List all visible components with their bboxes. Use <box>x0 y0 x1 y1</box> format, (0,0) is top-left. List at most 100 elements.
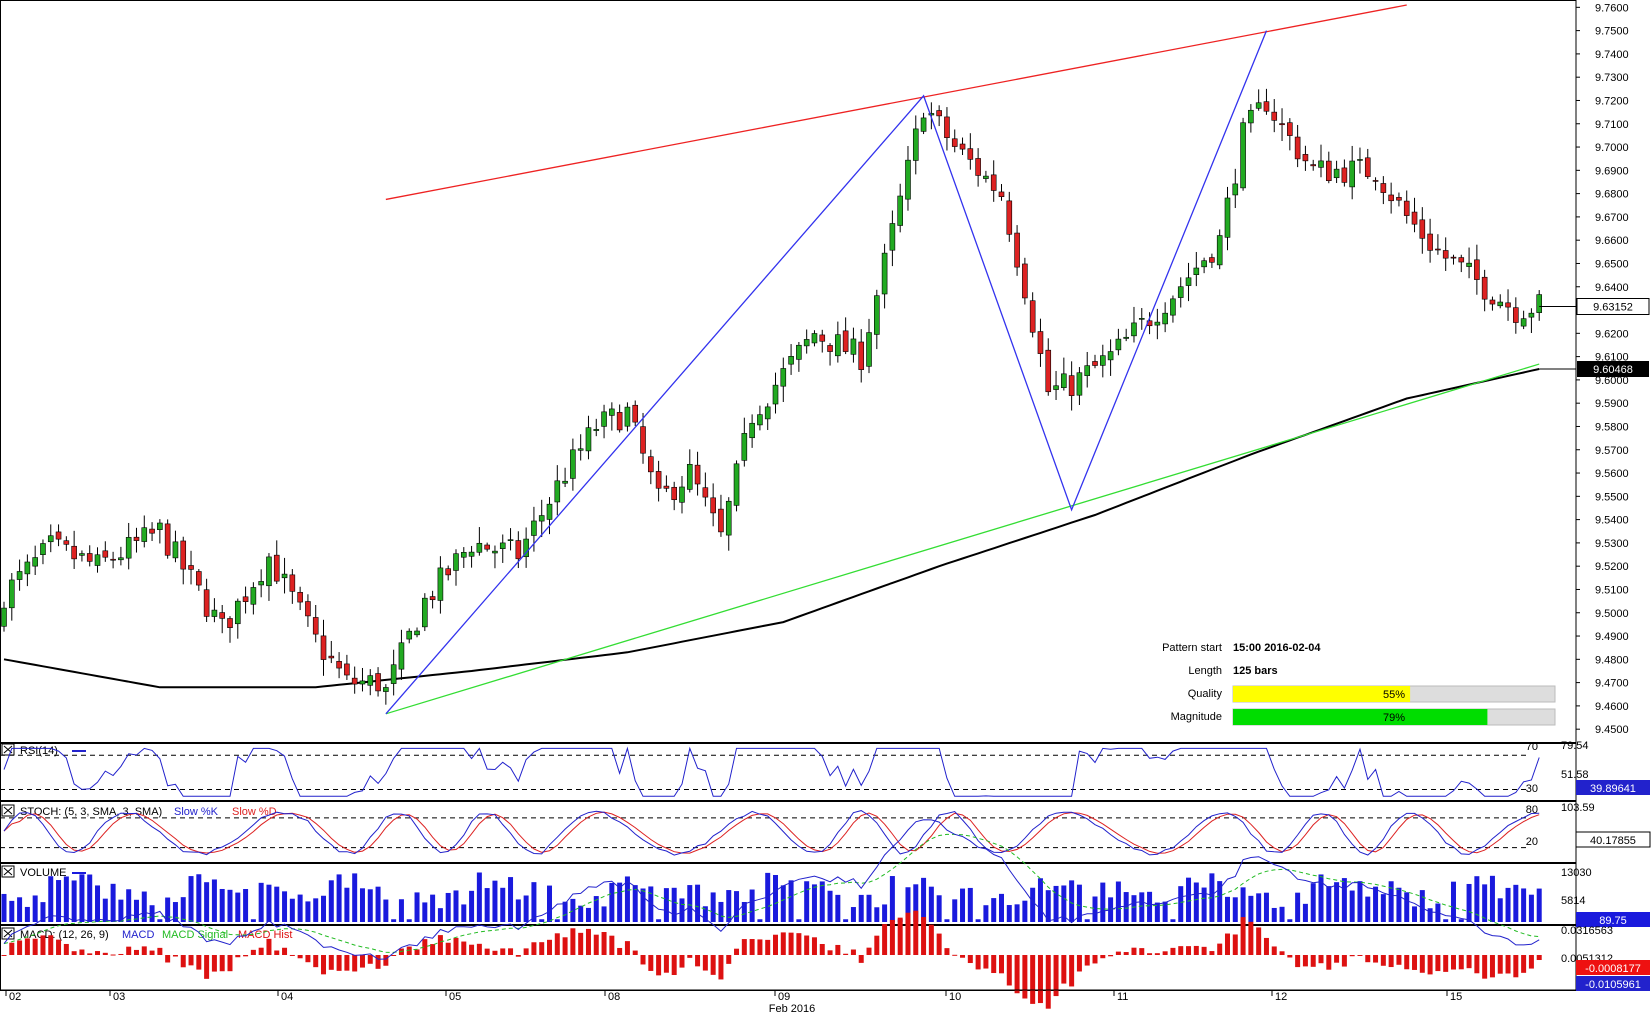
volume-bar <box>126 889 132 922</box>
candle-body <box>819 334 826 342</box>
time-tick-label-0: 02 <box>9 991 21 1003</box>
candle-body <box>577 448 584 451</box>
volume-bar <box>1232 897 1238 922</box>
candle-body <box>499 542 506 549</box>
price-tick-label-24: 9.5200 <box>1595 561 1629 573</box>
volume-bar <box>56 880 62 922</box>
volume-bar <box>671 887 677 922</box>
macd-hist-bar <box>1427 955 1433 975</box>
volume-bar <box>515 899 521 922</box>
candle-body <box>1536 294 1543 313</box>
volume-bar <box>1178 886 1184 922</box>
macd-hist-bar <box>453 937 459 955</box>
macd-hist-bar <box>149 950 155 955</box>
volume-bar <box>188 876 194 922</box>
macd-hist-bar <box>1240 917 1246 955</box>
macd-hist-bar <box>991 955 997 974</box>
volume-bar <box>508 877 514 922</box>
volume-bar <box>102 898 108 922</box>
macd-hist-bar <box>352 955 358 972</box>
volume-panel: VOLUME 13030 5814 89.75 <box>1 865 1650 927</box>
candle-body <box>850 338 857 355</box>
macd-hist-bar <box>749 939 755 955</box>
rsi-top-label: 79.54 <box>1561 740 1589 752</box>
macd-hist-bar <box>1334 955 1340 963</box>
volume-bar <box>991 898 997 922</box>
macd-hist-bar <box>110 954 116 956</box>
volume-bar <box>1505 887 1511 922</box>
candle-body <box>616 412 623 431</box>
macd-hist-bar <box>944 948 950 955</box>
candle-body <box>429 596 436 601</box>
candle-body <box>686 463 693 490</box>
volume-bar <box>250 919 256 922</box>
macd-hist-bar <box>79 949 85 955</box>
price-tags: 9.63152 9.60468 <box>1539 298 1650 377</box>
volume-bar <box>63 876 69 922</box>
price-tick-label-8: 9.6800 <box>1595 189 1629 201</box>
macd-hist-bar <box>469 944 475 955</box>
price-tick-label-2: 9.7400 <box>1595 49 1629 61</box>
candle-body <box>55 531 62 540</box>
candle-body <box>1364 157 1371 177</box>
macd-hist-bar <box>383 955 389 966</box>
candle-body <box>1489 299 1496 305</box>
volume-bar <box>484 888 490 922</box>
stoch-current-value: 40.17855 <box>1590 835 1636 847</box>
macd-hist-bar <box>1076 955 1082 972</box>
candle-body <box>1349 160 1355 188</box>
candle-body <box>1481 276 1488 300</box>
candle-body <box>219 612 226 619</box>
volume-bar <box>710 892 716 922</box>
macd-hist-bar <box>1380 955 1386 966</box>
time-tick-label-8: 12 <box>1275 991 1287 1003</box>
candle-body <box>640 426 646 454</box>
candle-body <box>476 542 483 553</box>
candle-body <box>125 537 132 559</box>
volume-bar <box>547 885 553 922</box>
price-tick-label-19: 9.5700 <box>1595 445 1629 457</box>
macd-hist-bar <box>1271 946 1277 955</box>
price-tick-label-16: 9.6000 <box>1595 375 1629 387</box>
candle-body <box>1419 219 1426 239</box>
stoch-k-path <box>3 810 1540 856</box>
candle-body <box>1528 312 1535 318</box>
candle-body <box>780 368 787 387</box>
macd-hist-bar <box>1365 955 1371 963</box>
candle-body <box>1466 262 1472 267</box>
macd-hist-bar <box>741 939 747 955</box>
macd-signal-tag <box>1576 960 1650 975</box>
candle-body <box>788 356 794 365</box>
candle-body <box>702 487 709 498</box>
price-tick-label-18: 9.5800 <box>1595 421 1629 433</box>
volume-bar <box>133 899 139 922</box>
volume-bar <box>24 906 30 922</box>
stoch-current-tag <box>1575 831 1651 848</box>
candle-body <box>951 138 958 147</box>
candle-body <box>827 345 833 352</box>
candle-body <box>593 429 600 431</box>
candlestick-series <box>1 88 1543 705</box>
macd-hist-bar <box>40 935 46 955</box>
candle-body <box>1263 101 1270 112</box>
candle-body <box>1474 259 1480 280</box>
candle-body <box>1302 154 1309 162</box>
candle-body <box>1435 248 1441 251</box>
candle-body <box>1240 122 1246 189</box>
candle-body <box>1380 183 1387 193</box>
volume-bar <box>258 882 264 922</box>
macd-hist-bar <box>889 919 895 955</box>
candle-body <box>554 480 561 503</box>
volume-bar <box>928 886 934 922</box>
macd-hist-bar <box>960 955 966 958</box>
macd-hist-bar <box>258 947 264 955</box>
macd-hist-bar <box>1162 951 1168 955</box>
macd-hist-bar <box>1108 955 1114 957</box>
macd-hist-bar <box>359 955 365 968</box>
volume-bar <box>1069 880 1075 922</box>
candle-body <box>390 664 397 684</box>
price-tick-label-26: 9.5000 <box>1595 608 1629 620</box>
macd-hist-bar <box>1279 951 1285 955</box>
volume-bar <box>523 895 529 922</box>
